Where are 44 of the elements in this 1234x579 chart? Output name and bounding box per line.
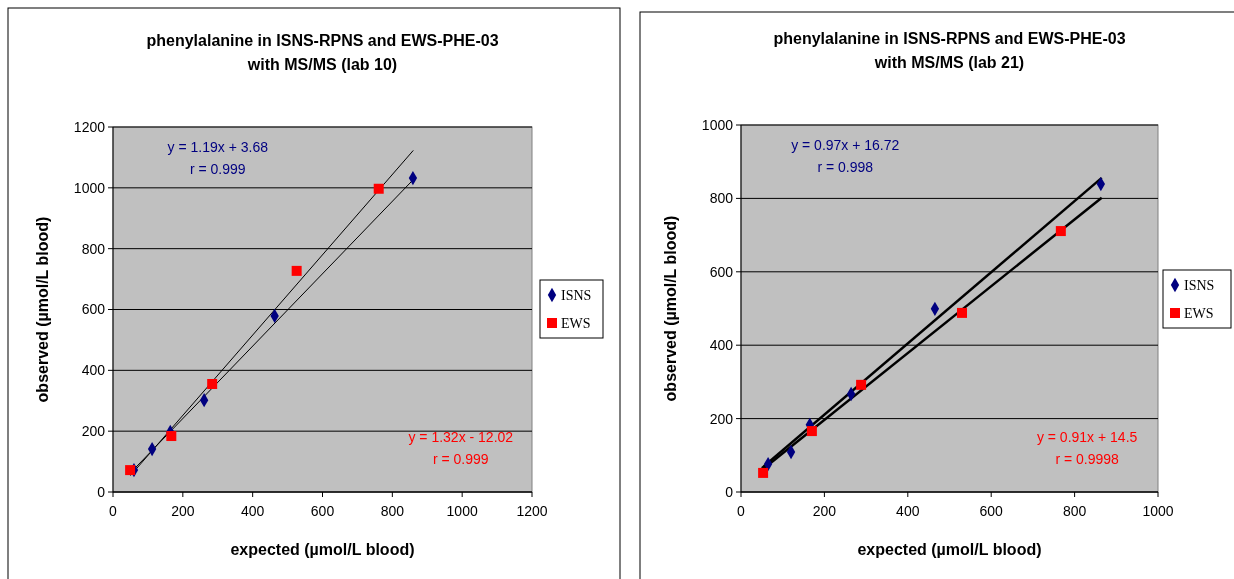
annotation: r = 0.9998	[1055, 451, 1120, 467]
legend-label: ISNS	[561, 287, 592, 303]
y-tick-label: 1000	[701, 116, 734, 133]
y-tick-label: 800	[709, 190, 734, 207]
annotation: r = 0.999	[432, 451, 489, 467]
x-tick-label: 600	[979, 503, 1004, 519]
annotation: y = 1.19x + 3.68	[167, 139, 269, 155]
x-tick-label: 800	[380, 503, 405, 519]
chart-title: phenylalanine in ISNS-RPNS and EWS-PHE-03 with MS/MS (lab 10)	[146, 32, 499, 73]
x-tick-label: 400	[240, 503, 265, 519]
y-tick-label: 600	[81, 301, 106, 318]
y-tick-label: 0	[725, 483, 734, 500]
x-tick-label: 200	[812, 503, 837, 519]
y-tick-label: 400	[709, 337, 734, 354]
legend-label: EWS	[1184, 305, 1214, 321]
x-tick-label: 0	[109, 503, 118, 519]
x-tick-label: 200	[171, 503, 195, 519]
y-tick-label: 200	[709, 410, 734, 427]
y-tick-label: 1000	[73, 179, 106, 196]
chart-title: phenylalanine in ISNS-RPNS and EWS-PHE-03 with MS/MS (lab 21)	[773, 30, 1126, 71]
y-axis-title: observed (µmol/L blood)	[662, 215, 679, 402]
annotation: r = 0.999	[189, 161, 246, 177]
y-tick-label: 200	[81, 423, 106, 440]
x-tick-label: 1200	[516, 503, 548, 519]
x-tick-label: 600	[310, 503, 335, 519]
x-axis-title: expected (µmol/L blood)	[857, 541, 1042, 558]
annotation: y = 1.32x - 12.02	[408, 429, 514, 445]
y-tick-label: 0	[97, 483, 106, 500]
legend-label: ISNS	[1184, 277, 1215, 293]
y-tick-label: 1200	[73, 118, 106, 135]
x-tick-label: 400	[896, 503, 920, 519]
annotation: r = 0.998	[817, 159, 874, 175]
annotation: y = 0.91x + 14.5	[1036, 429, 1138, 445]
annotation: y = 0.97x + 16.72	[791, 137, 900, 153]
x-tick-label: 800	[1062, 503, 1087, 519]
y-tick-label: 800	[81, 240, 106, 257]
y-axis-title: observed (µmol/L blood)	[34, 216, 51, 403]
y-tick-label: 400	[81, 362, 106, 379]
legend-label: EWS	[561, 315, 591, 331]
x-tick-label: 0	[737, 503, 746, 519]
x-tick-label: 1000	[446, 503, 478, 519]
x-tick-label: 1000	[1142, 503, 1174, 519]
x-axis-title: expected (µmol/L blood)	[230, 541, 415, 558]
y-tick-label: 600	[709, 263, 734, 280]
